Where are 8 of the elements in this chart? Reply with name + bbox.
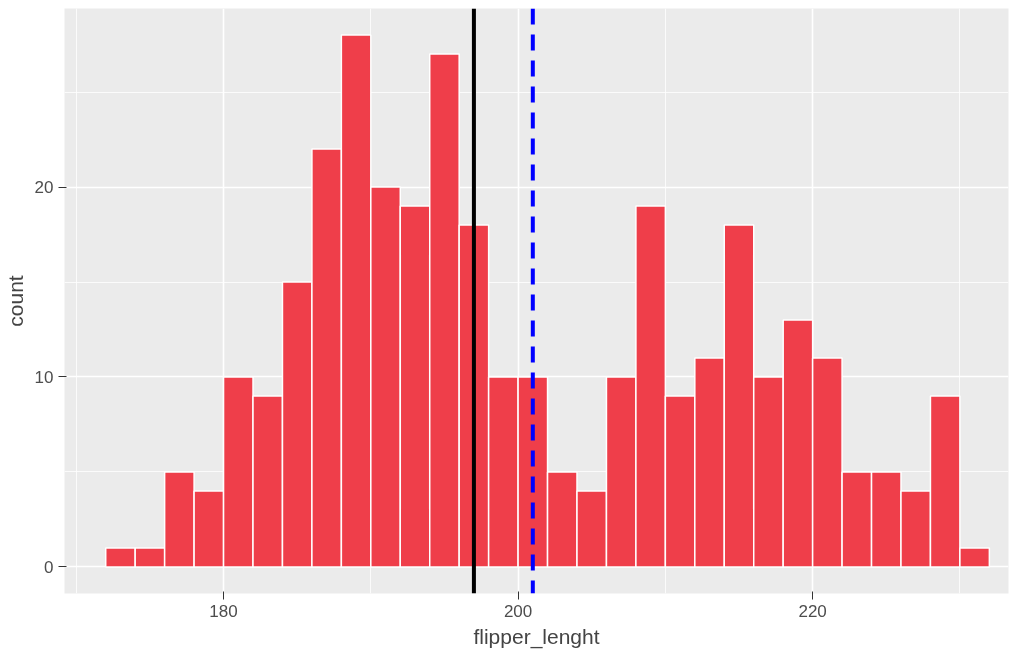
x-tick-label: 180 [209,601,238,621]
x-tick-label: 220 [798,601,827,621]
y-tick-label: 0 [44,557,54,577]
y-tick-label: 10 [34,367,54,387]
x-axis-title: flipper_lenght [473,624,600,649]
y-tick-label: 20 [34,178,54,198]
x-tick-label: 200 [503,601,533,621]
y-axis-title: count [3,275,27,327]
